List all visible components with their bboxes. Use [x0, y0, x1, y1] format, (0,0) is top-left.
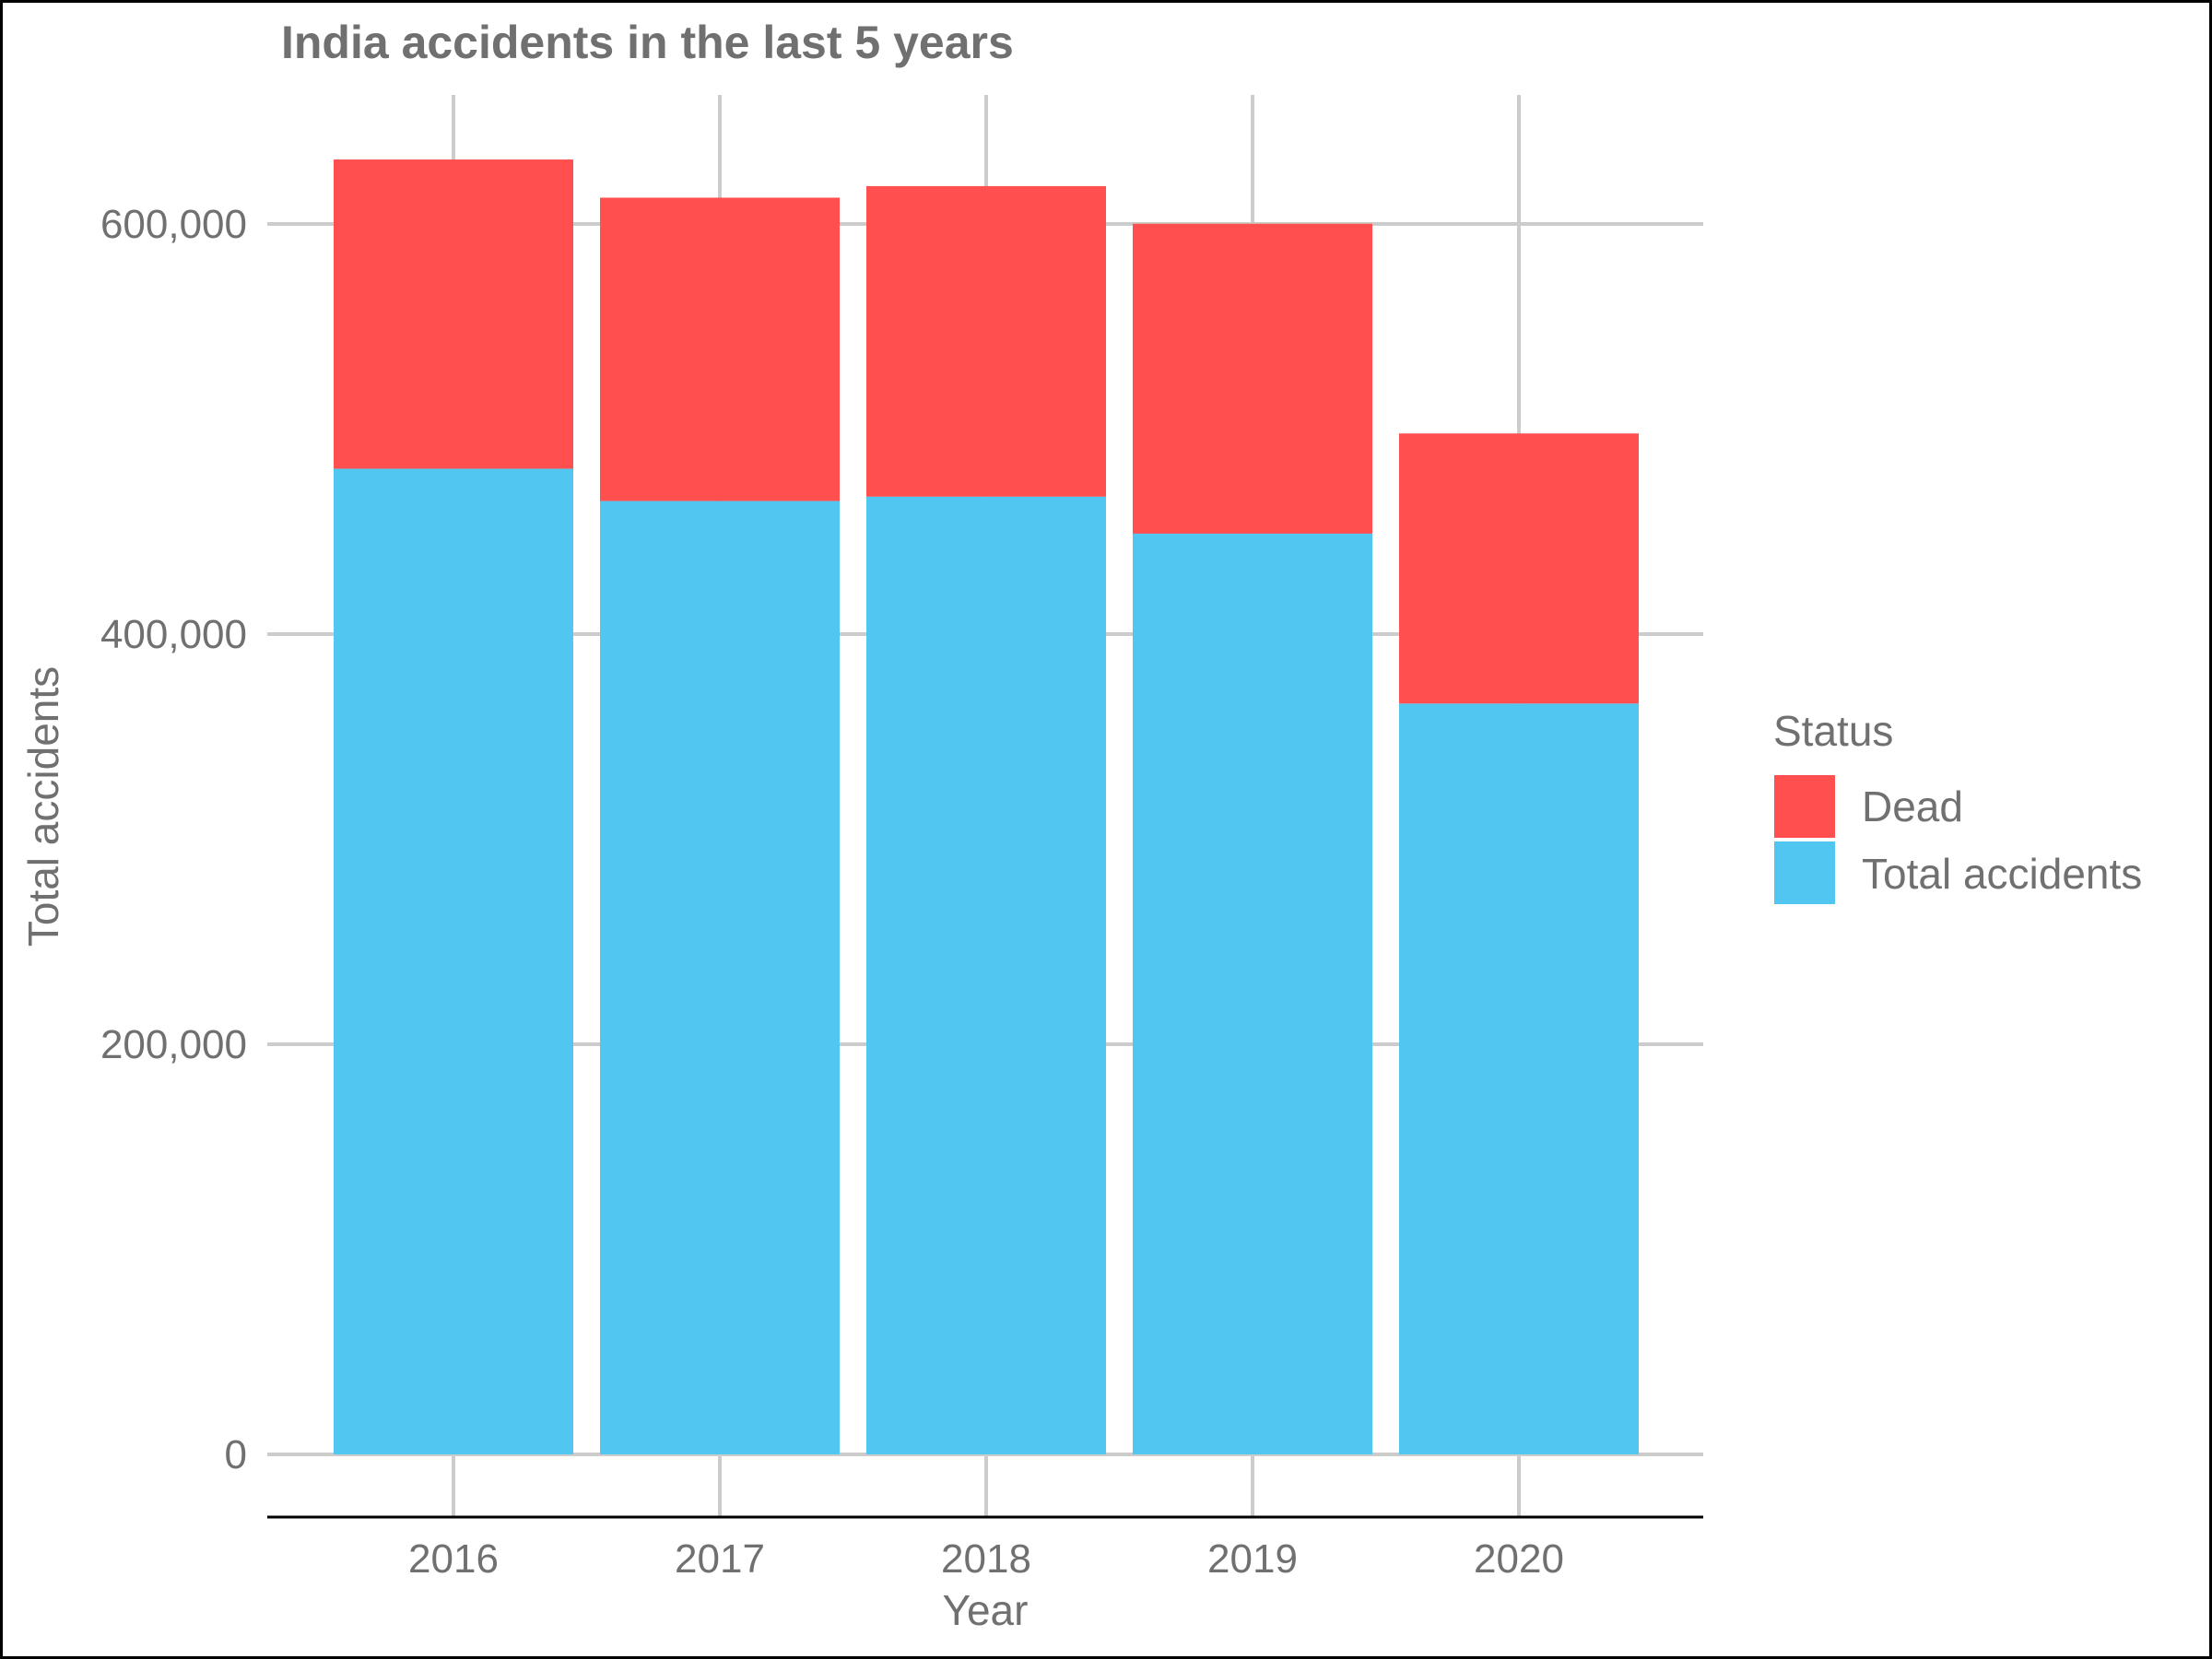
- bars: [334, 159, 1639, 1455]
- legend-swatch-dead: [1774, 775, 1835, 838]
- bar-total-accidents-2018: [866, 496, 1106, 1454]
- bar-total-accidents-2019: [1133, 533, 1372, 1454]
- legend: Status Dead Total accidents: [1773, 707, 2142, 904]
- bar-dead-2019: [1133, 223, 1372, 534]
- y-tick-label: 400,000: [100, 612, 247, 657]
- y-tick-label: 0: [225, 1432, 247, 1477]
- bar-dead-2020: [1399, 433, 1639, 704]
- chart-title: India accidents in the last 5 years: [281, 17, 1014, 68]
- y-axis-title: Total accidents: [19, 666, 67, 947]
- y-tick-label: 600,000: [100, 202, 247, 247]
- bar-dead-2017: [600, 197, 840, 501]
- y-tick-label: 200,000: [100, 1022, 247, 1067]
- x-tick-label-2016: 2016: [408, 1536, 499, 1582]
- x-tick-label-2017: 2017: [675, 1536, 765, 1582]
- x-axis-title: Year: [943, 1586, 1029, 1634]
- legend-label-dead: Dead: [1862, 782, 1963, 830]
- bar-total-accidents-2020: [1399, 703, 1639, 1454]
- x-tick-label-2020: 2020: [1474, 1536, 1564, 1582]
- bar-dead-2018: [866, 185, 1106, 497]
- bar-total-accidents-2017: [600, 500, 840, 1455]
- x-tick-labels: 2016 2017 2018 2019 2020: [408, 1536, 1564, 1582]
- bar-total-accidents-2016: [334, 468, 573, 1454]
- x-tick-label-2018: 2018: [941, 1536, 1031, 1582]
- legend-swatch-total-accidents: [1774, 841, 1835, 904]
- x-tick-label-2019: 2019: [1207, 1536, 1298, 1582]
- y-tick-labels: 0 200,000 400,000 600,000: [100, 202, 247, 1477]
- legend-label-total-accidents: Total accidents: [1862, 850, 2142, 898]
- bar-dead-2016: [334, 159, 573, 469]
- legend-title: Status: [1773, 707, 1893, 755]
